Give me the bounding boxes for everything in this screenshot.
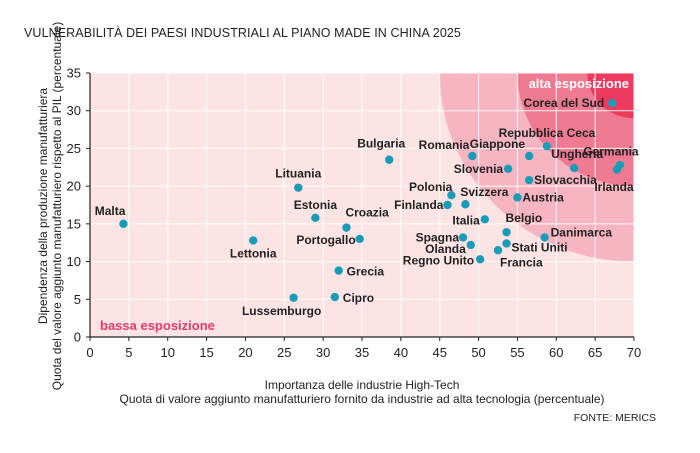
high-exposure-label: alta esposizione xyxy=(529,76,629,91)
x-tick-label: 50 xyxy=(471,345,485,360)
x-tick-label: 55 xyxy=(510,345,524,360)
y-tick-label: 20 xyxy=(67,179,81,194)
point-label: Giappone xyxy=(470,137,526,151)
exposure-zones xyxy=(439,73,634,262)
data-point xyxy=(249,236,258,245)
data-point xyxy=(458,233,468,242)
data-point xyxy=(334,266,343,275)
y-tick-label: 30 xyxy=(67,103,81,118)
x-axis-title-line-2: Quota di valore aggiunto manufatturiero … xyxy=(119,392,605,406)
y-tick-label: 15 xyxy=(67,216,81,231)
point-label: Belgio xyxy=(506,211,543,225)
point-label: Romania xyxy=(419,138,470,152)
data-point xyxy=(294,183,303,192)
data-point xyxy=(289,293,298,302)
point-label: Repubblica Ceca xyxy=(499,126,596,140)
point-label: Stati Uniti xyxy=(512,240,568,254)
data-point xyxy=(475,255,485,264)
axes: 0 5 10 15 20 25 30 35 40 45 50 55 60 65 70 0 5 10 15 20 25 30… xyxy=(67,66,642,361)
data-point xyxy=(385,155,394,164)
point-label: Croazia xyxy=(345,206,389,220)
data-point xyxy=(447,190,456,200)
x-tick-label: 15 xyxy=(199,345,213,360)
x-tick-label: 5 xyxy=(125,345,132,360)
y-tick-label: 5 xyxy=(74,292,81,307)
low-exposure-label: bassa esposizione xyxy=(100,318,215,333)
data-point xyxy=(355,234,364,244)
x-axis-title-line-1: Importanza delle industrie High-Tech xyxy=(264,378,460,392)
data-point xyxy=(468,151,477,161)
x-tick-label: 45 xyxy=(432,345,446,360)
x-tick-label: 30 xyxy=(316,345,330,360)
x-tick-label: 65 xyxy=(588,345,602,360)
point-label: Olanda xyxy=(425,242,466,256)
point-label: Portogallo xyxy=(296,233,355,247)
point-label: Austria xyxy=(522,190,564,204)
x-tick-label: 20 xyxy=(238,345,252,360)
data-point xyxy=(502,239,511,248)
data-point xyxy=(542,141,552,151)
point-label: Bulgaria xyxy=(357,137,405,151)
point-label: Regno Unito xyxy=(403,253,474,267)
x-tick-label: 10 xyxy=(160,345,174,360)
point-label: Corea del Sud xyxy=(524,96,605,110)
data-point xyxy=(503,164,513,173)
point-label: Finlanda xyxy=(394,198,444,212)
point-labels: Malta Lettonia Lituania Lussemburgo Estonia C… xyxy=(95,96,639,318)
data-point xyxy=(342,223,351,232)
point-label: Lettonia xyxy=(230,246,277,260)
data-point xyxy=(311,213,320,223)
point-label: Estonia xyxy=(294,198,338,212)
point-label: Irlanda xyxy=(594,180,634,194)
x-tick-label: 60 xyxy=(549,345,563,360)
source-note: FONTE: MERICS xyxy=(573,412,656,424)
y-tick-label: 10 xyxy=(67,254,81,269)
data-point xyxy=(480,215,489,224)
point-label: Lussemburgo xyxy=(242,304,321,318)
point-label: Slovenia xyxy=(454,162,504,176)
point-label: Lituania xyxy=(275,167,321,181)
point-label: Svizzera xyxy=(460,185,508,199)
x-tick-label: 35 xyxy=(355,345,369,360)
data-point xyxy=(524,151,534,161)
point-label: Malta xyxy=(95,204,126,218)
y-tick-label: 35 xyxy=(67,66,81,81)
data-point xyxy=(540,233,549,242)
data-point xyxy=(330,292,339,302)
point-label: Italia xyxy=(452,213,480,227)
point-label: Spagna xyxy=(416,230,460,244)
data-point xyxy=(608,98,617,108)
y-tick-label: 25 xyxy=(67,141,81,156)
x-axis-title: Importanza delle industrie High-Tech Quo… xyxy=(90,378,634,406)
point-label: Cipro xyxy=(343,291,374,305)
point-label: Grecia xyxy=(347,265,385,279)
point-label: Polonia xyxy=(409,180,453,194)
data-point xyxy=(443,200,452,210)
point-label: Francia xyxy=(500,255,543,269)
data-point xyxy=(524,175,534,185)
x-tick-label: 40 xyxy=(394,345,408,360)
data-point xyxy=(119,219,128,229)
data-points xyxy=(119,98,625,302)
y-tick-label: 0 xyxy=(74,330,81,345)
point-label: Germania xyxy=(583,145,639,159)
data-point xyxy=(493,246,503,255)
chart-title: VULNERABILITÀ DEI PAESI INDUSTRIALI AL P… xyxy=(24,26,461,40)
point-label: Ungheria xyxy=(551,147,603,161)
point-label: Slovacchia xyxy=(534,173,597,187)
data-point xyxy=(569,163,579,173)
x-tick-label: 25 xyxy=(277,345,291,360)
data-point xyxy=(615,160,625,170)
point-label: Danimarca xyxy=(551,225,613,239)
data-point xyxy=(466,240,475,250)
data-point xyxy=(461,200,470,209)
x-tick-label: 70 xyxy=(627,345,641,360)
x-tick-label: 0 xyxy=(86,345,93,360)
exposure-zone-3 xyxy=(587,73,634,119)
data-point xyxy=(513,193,522,202)
data-point xyxy=(502,227,511,237)
